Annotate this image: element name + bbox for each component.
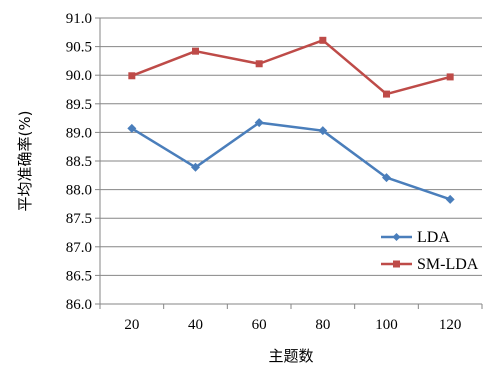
series-line-sm-lda — [131, 39, 451, 96]
data-point-sm-lda — [192, 47, 199, 55]
data-point-sm-lda — [383, 90, 390, 98]
legend-marker-sm-lda — [393, 260, 400, 268]
series-lda — [127, 118, 455, 204]
data-point-sm-lda — [255, 60, 263, 68]
legend-item-sm-lda: SM-LDA — [381, 256, 479, 273]
data-point-lda — [254, 118, 264, 128]
x-tick-label: 100 — [375, 317, 398, 333]
x-tick-label: 20 — [124, 317, 139, 333]
x-axis-title: 主题数 — [268, 347, 313, 365]
y-tick-label: 86.5 — [66, 268, 92, 284]
data-point-sm-lda — [446, 73, 454, 81]
series — [127, 36, 455, 204]
series-line-lda — [131, 121, 451, 201]
legend-item-lda: LDA — [381, 229, 450, 246]
y-tick-label: 89.5 — [66, 97, 92, 113]
data-point-lda — [318, 126, 328, 136]
y-tick-labels: 86.0 86.5 87.0 87.5 88.0 88.5 89.0 89.5 90.0 90.5… — [66, 11, 100, 313]
x-tick-label: 40 — [188, 317, 203, 333]
y-tick-label: 91.0 — [66, 11, 92, 27]
y-tick-label: 86.0 — [66, 297, 92, 313]
y-tick-label: 87.0 — [66, 240, 92, 256]
x-tick-label: 120 — [439, 317, 462, 333]
data-point-lda — [445, 194, 455, 204]
y-axis-title: 平均准确率(%) — [16, 111, 34, 212]
x-tick-labels: 20 40 60 80 100 120 — [99, 304, 483, 333]
legend-marker-lda — [392, 233, 401, 241]
data-point-sm-lda — [128, 72, 136, 80]
x-tick-label: 80 — [315, 317, 330, 333]
legend-label-sm-lda: SM-LDA — [417, 256, 479, 273]
data-point-lda — [191, 162, 200, 172]
data-point-sm-lda — [319, 36, 327, 44]
data-point-lda — [382, 173, 391, 183]
y-tick-label: 90.5 — [66, 40, 92, 56]
legend: LDA SM-LDA — [381, 229, 479, 273]
y-tick-label: 88.0 — [66, 183, 92, 199]
data-point-lda — [127, 123, 137, 133]
y-tick-label: 90.0 — [66, 68, 92, 84]
y-tick-label: 87.5 — [66, 211, 92, 227]
series-sm-lda — [128, 36, 454, 98]
legend-label-lda: LDA — [417, 229, 450, 246]
y-tick-label: 88.5 — [66, 154, 92, 170]
y-tick-label: 89.0 — [66, 125, 92, 141]
gridlines — [100, 17, 482, 305]
x-tick-label: 60 — [252, 317, 267, 333]
